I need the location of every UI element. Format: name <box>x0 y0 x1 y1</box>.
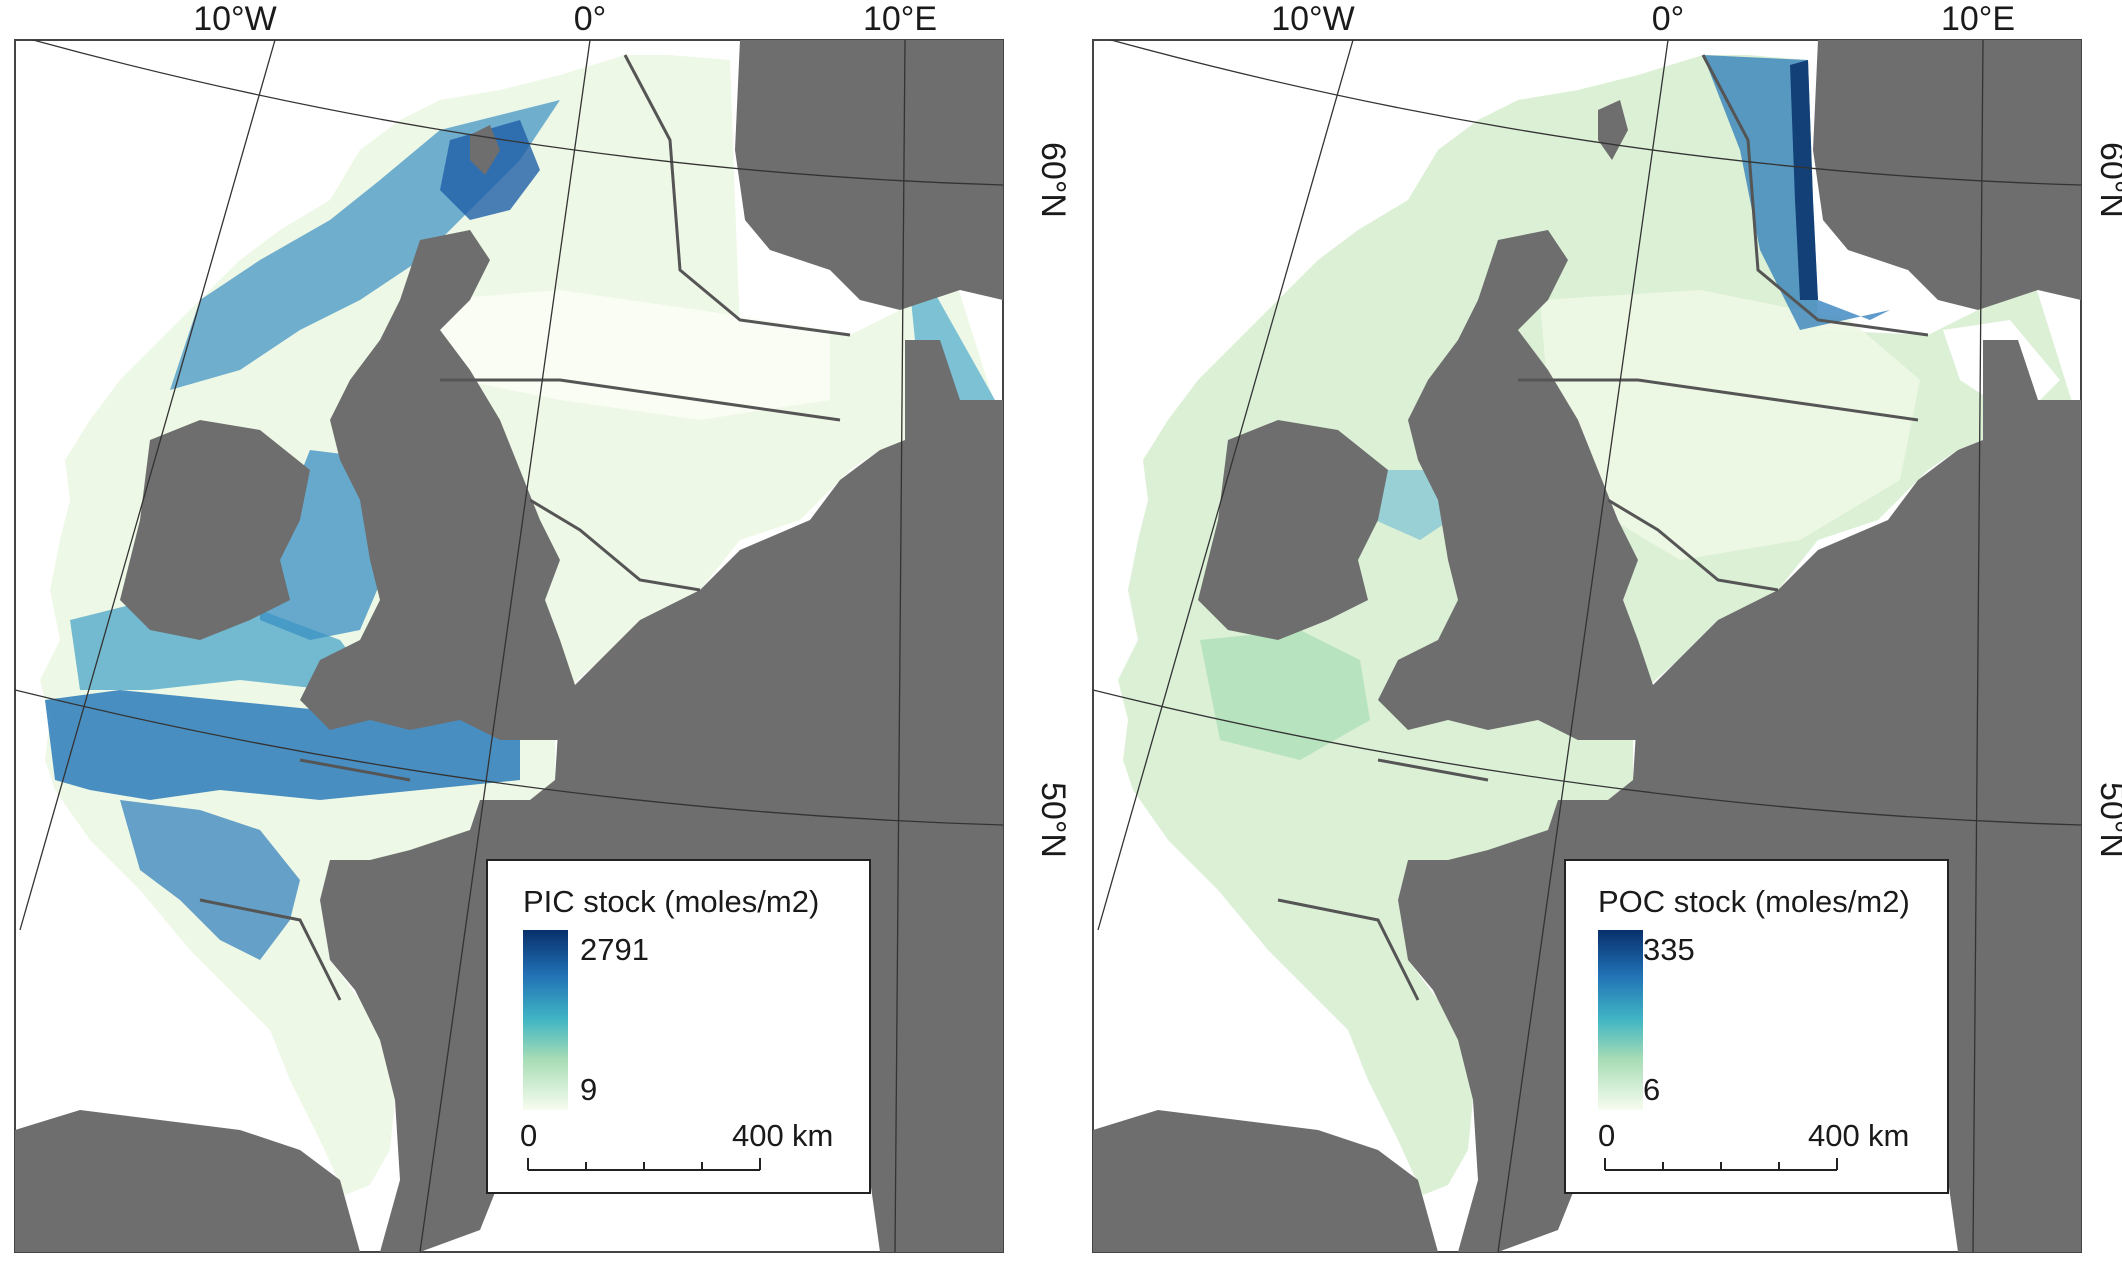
ireland <box>120 420 310 640</box>
region-borders <box>199 54 851 1001</box>
graticule <box>1093 40 2081 1252</box>
lat-label-50n: 50°N <box>2093 782 2122 858</box>
scale-unit: km <box>792 1118 833 1153</box>
pic-high-celtic <box>120 800 300 960</box>
scale-bar <box>527 1158 761 1171</box>
legend-min: 6 <box>1643 1072 1660 1107</box>
region-borders <box>1277 54 1929 1001</box>
color-ramp <box>1598 930 1643 1110</box>
lon-label-0: 0° <box>574 0 607 38</box>
poc-legend: POC stock (moles/m2) 335 6 0 400 km <box>1564 859 1949 1194</box>
lon-label-10e: 10°E <box>863 0 937 38</box>
pic-map-panel: 10°W 0° 10°E 60°N 50°N PIC stock (moles/… <box>14 0 1072 1253</box>
shetland <box>470 125 500 175</box>
shetland <box>1598 100 1628 160</box>
lat-label-60n: 60°N <box>2093 142 2122 218</box>
lat-label-50n: 50°N <box>1034 782 1072 858</box>
legend-max: 335 <box>1643 932 1695 967</box>
scale-end: 400 <box>1808 1118 1860 1153</box>
legend-title: POC stock (moles/m2) <box>1598 884 1910 919</box>
pic-legend: PIC stock (moles/m2) 2791 9 0 400 km <box>486 859 871 1194</box>
graticule <box>15 40 1003 1252</box>
iberia <box>1093 1110 1438 1252</box>
scale-unit: km <box>1868 1118 1909 1153</box>
iberia <box>15 1110 360 1252</box>
lat-label-60n: 60°N <box>1034 142 1072 218</box>
scale-start: 0 <box>520 1118 537 1153</box>
pic-high-shetland <box>440 120 540 220</box>
pic-mid-north-sea <box>430 290 830 420</box>
poc-high-norway-edge <box>1790 60 1818 300</box>
ireland <box>1198 420 1388 640</box>
scale-end: 400 <box>732 1118 784 1153</box>
color-ramp <box>523 930 568 1110</box>
scale-start: 0 <box>1598 1118 1615 1153</box>
lon-label-10w: 10°W <box>1271 0 1355 38</box>
lon-label-10w: 10°W <box>193 0 277 38</box>
legend-max: 2791 <box>580 932 649 967</box>
poc-map-panel: 10°W 0° 10°E 60°N 50°N POC stock (moles/… <box>1092 0 2122 1253</box>
poc-low-center <box>1540 290 1920 560</box>
scale-bar <box>1604 1158 1838 1171</box>
lon-label-0: 0° <box>1652 0 1685 38</box>
legend-title: PIC stock (moles/m2) <box>523 884 819 919</box>
poc-mid-celtic <box>1200 630 1370 760</box>
legend-min: 9 <box>580 1072 597 1107</box>
poc-mid-irish-sea <box>1368 470 1450 540</box>
lon-label-10e: 10°E <box>1941 0 2015 38</box>
